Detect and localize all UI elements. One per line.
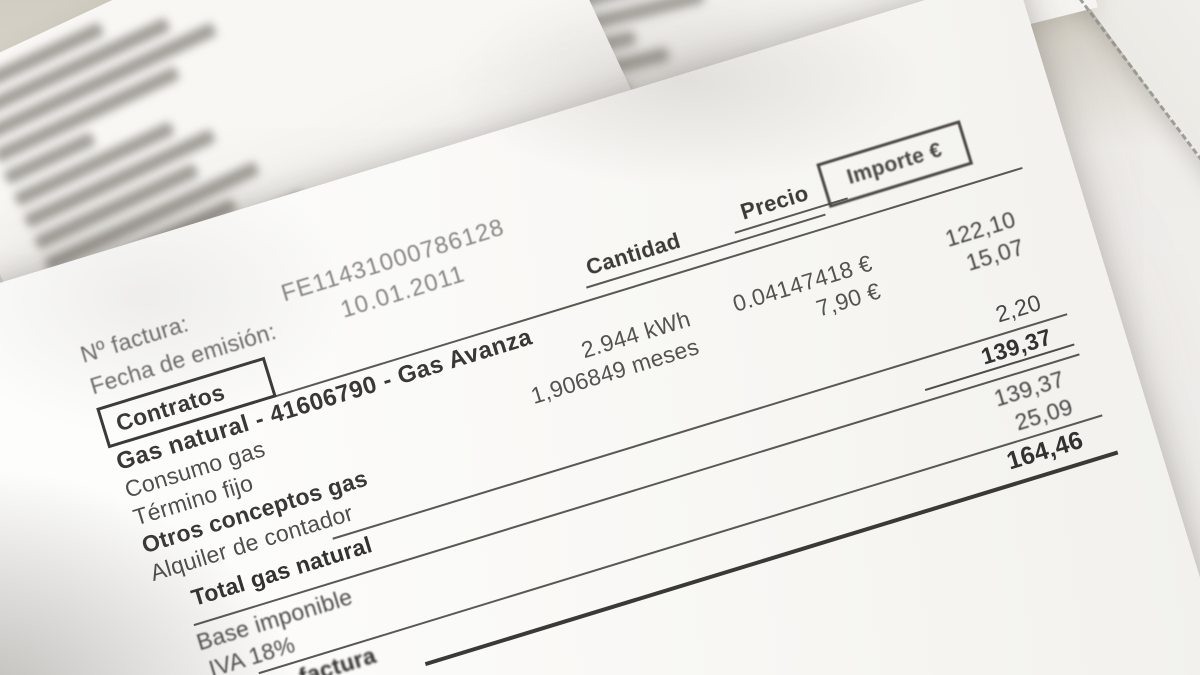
- photo-of-gas-bill: Nº factura:FE11431000786128 Fecha de emi…: [0, 0, 1200, 675]
